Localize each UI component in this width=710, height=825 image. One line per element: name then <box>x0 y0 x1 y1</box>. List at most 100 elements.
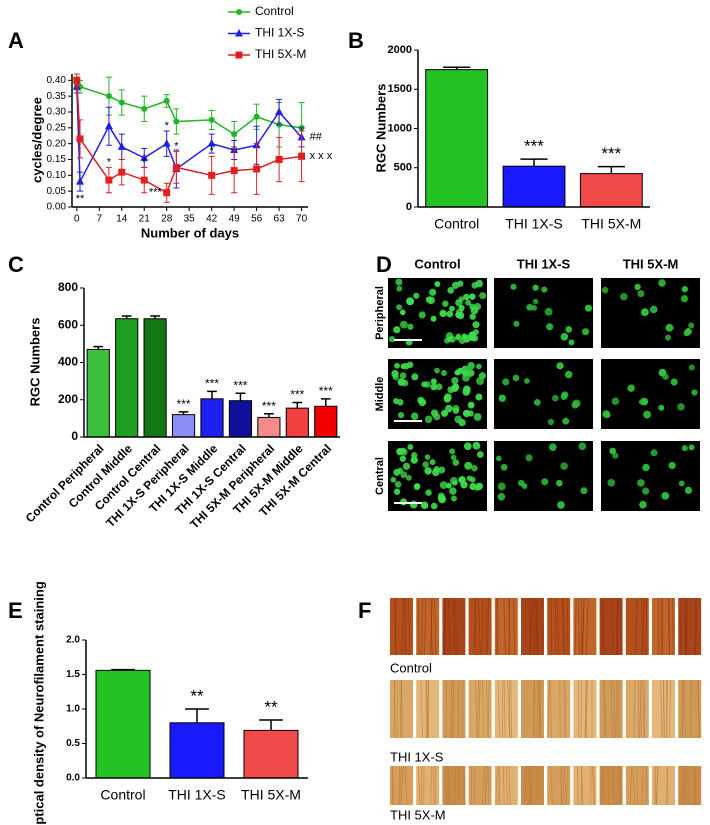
panel-letter: F <box>358 598 371 623</box>
fiber <box>636 765 638 806</box>
point <box>230 167 238 175</box>
cell <box>433 466 440 472</box>
fiber <box>505 765 509 806</box>
fiber <box>641 765 644 806</box>
point <box>173 118 180 125</box>
tissue-strip <box>468 680 492 738</box>
fiber <box>603 679 607 739</box>
point <box>104 121 113 130</box>
cell <box>458 476 466 484</box>
fiber <box>562 597 565 656</box>
cell <box>399 455 407 462</box>
fiber <box>447 765 450 806</box>
cell <box>475 482 484 490</box>
fiber <box>585 597 589 656</box>
cell <box>668 461 676 470</box>
bar <box>171 414 196 438</box>
x-tick-label: THI 5X-M <box>581 216 641 232</box>
cell <box>627 384 635 392</box>
fiber <box>452 597 456 656</box>
cell <box>394 362 400 369</box>
cell <box>446 310 454 318</box>
fiber <box>683 765 686 806</box>
fiber <box>444 765 447 806</box>
cell <box>532 284 539 291</box>
point <box>118 168 126 176</box>
cell <box>463 293 470 301</box>
fiber <box>672 597 674 656</box>
fiber <box>697 679 701 739</box>
fiber <box>484 765 486 806</box>
fiber <box>508 765 511 806</box>
significance: *** <box>149 187 163 199</box>
cell <box>556 362 564 370</box>
cell <box>525 454 533 462</box>
micrograph <box>494 359 593 429</box>
y-tick-label: 2000 <box>388 44 412 56</box>
cell <box>639 500 647 509</box>
cell <box>455 299 463 307</box>
fiber <box>524 765 527 806</box>
tissue-strip <box>494 598 518 655</box>
cell <box>452 407 460 414</box>
fiber <box>562 597 565 656</box>
fiber <box>401 597 404 656</box>
cell <box>512 374 520 382</box>
cell <box>640 308 649 317</box>
cell <box>430 383 438 391</box>
fiber <box>507 679 510 739</box>
cell <box>397 378 406 386</box>
point <box>140 153 149 161</box>
cell <box>430 502 438 510</box>
bar <box>502 165 566 208</box>
cell <box>658 279 666 287</box>
x-tick-label: 70 <box>296 214 308 225</box>
x-tick-label: 42 <box>206 214 218 225</box>
fiber <box>486 597 489 656</box>
fiber <box>603 679 606 739</box>
fiber <box>612 765 615 806</box>
cell <box>475 279 483 288</box>
cell <box>424 454 431 460</box>
y-tick-label: 500 <box>394 162 412 174</box>
x-tick-label: Control <box>100 787 145 803</box>
x-axis-title: Number of days <box>141 225 239 240</box>
error-bar <box>292 401 303 409</box>
cell <box>688 364 695 371</box>
series-line <box>76 82 302 136</box>
fiber <box>578 597 580 656</box>
cell <box>463 442 472 451</box>
cell <box>402 362 410 370</box>
cell <box>397 411 405 419</box>
micrograph <box>601 441 700 511</box>
fiber <box>607 765 609 806</box>
significance: * <box>165 120 170 132</box>
cell <box>523 378 530 384</box>
legend-label: THI 1X-S <box>255 26 304 40</box>
x-tick-label: 49 <box>229 214 241 225</box>
y-tick-label: 400 <box>58 355 78 369</box>
fiber <box>634 597 638 656</box>
fiber <box>617 765 621 806</box>
fiber <box>564 679 567 739</box>
cell <box>433 413 441 421</box>
row-label: Control <box>390 660 432 675</box>
significance: ** <box>76 193 85 205</box>
fiber <box>539 679 542 739</box>
cell <box>467 410 474 417</box>
point <box>73 76 81 84</box>
cell <box>422 461 429 468</box>
cell <box>442 300 449 307</box>
fiber <box>584 679 587 739</box>
point <box>208 116 215 123</box>
cell <box>634 283 641 291</box>
y-tick-label: 1000 <box>388 122 412 134</box>
y-tick-label: 0.5 <box>66 738 80 749</box>
cell <box>447 386 455 394</box>
y-tick-label: 0.00 <box>47 202 67 213</box>
bar <box>243 729 299 779</box>
legend-marker <box>235 29 243 37</box>
x-tick-label: 35 <box>184 214 196 225</box>
tissue-strip <box>625 680 649 738</box>
cell <box>450 495 457 502</box>
